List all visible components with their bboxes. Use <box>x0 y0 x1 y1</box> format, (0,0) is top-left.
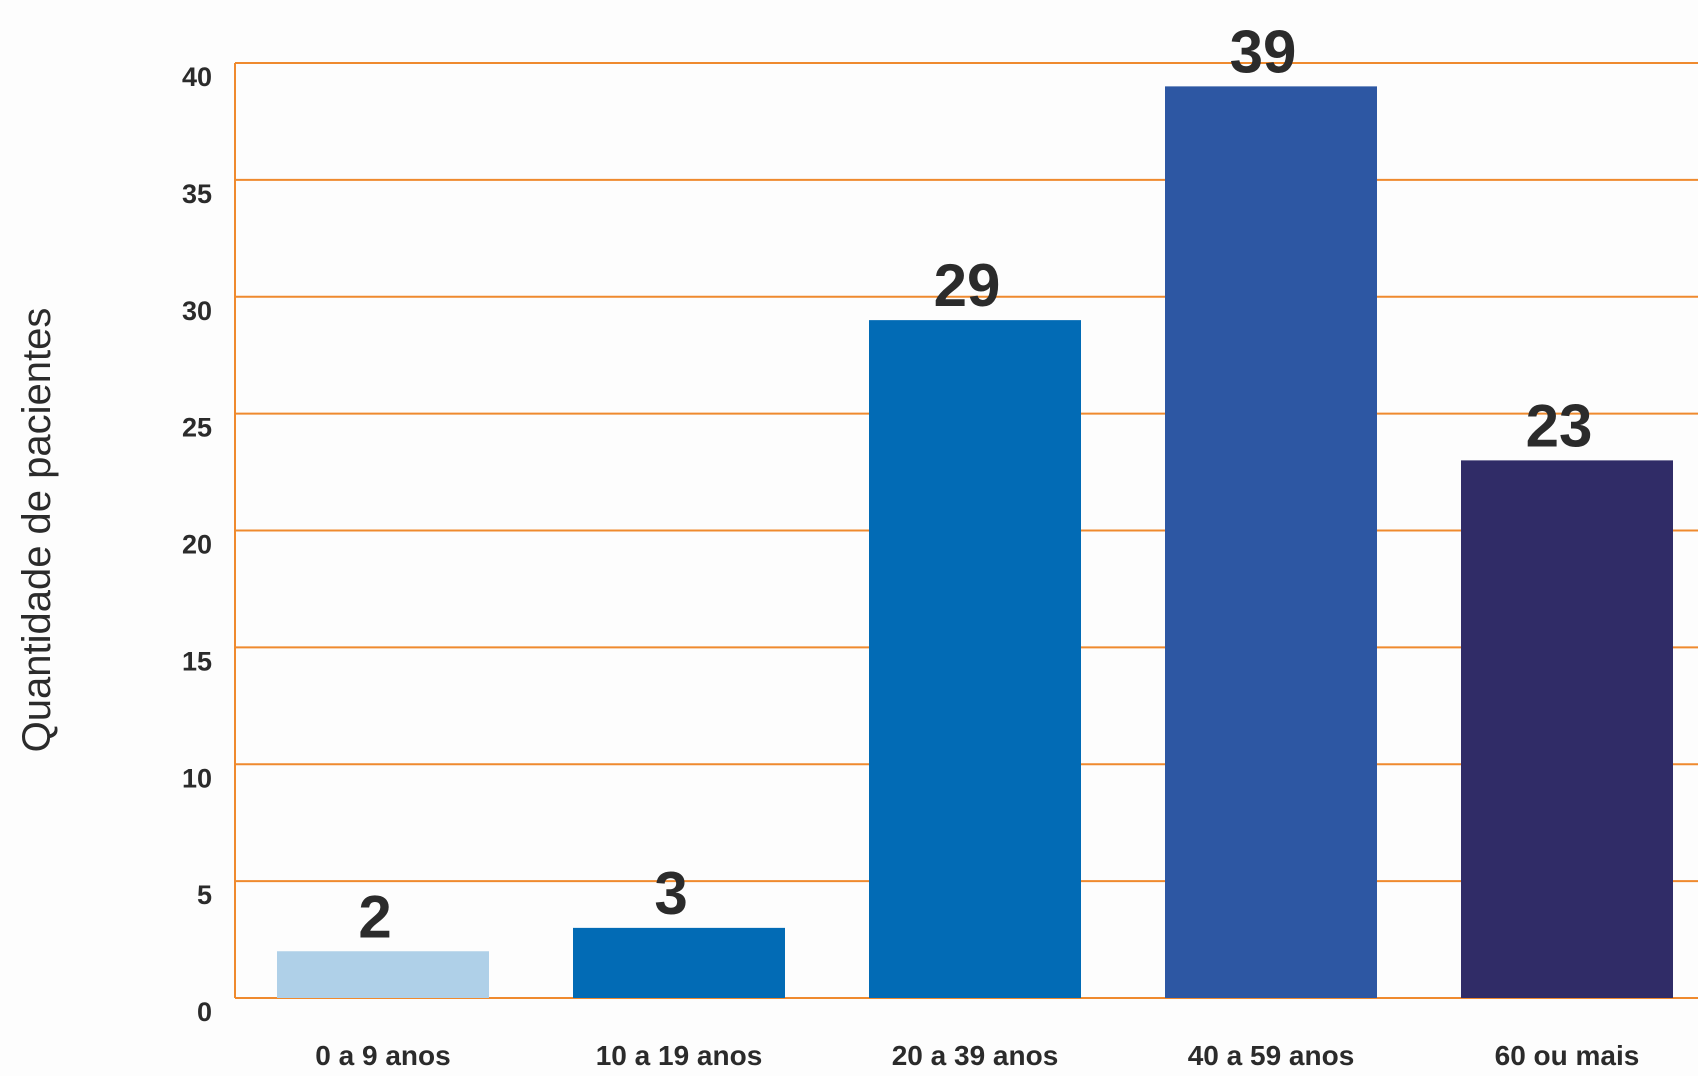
bar <box>869 320 1081 998</box>
bar-value-label: 23 <box>1526 392 1593 459</box>
bar-value-label: 29 <box>934 252 1001 319</box>
y-tick-label: 20 <box>182 530 212 560</box>
x-category-label: 10 a 19 anos <box>596 1040 763 1071</box>
bar-value-label: 3 <box>654 860 687 927</box>
bar-value-label: 2 <box>358 883 391 950</box>
x-category-label: 20 a 39 anos <box>892 1040 1059 1071</box>
x-category-label: 60 ou mais <box>1495 1040 1640 1071</box>
y-tick-label: 40 <box>182 62 212 92</box>
bar-value-label: 39 <box>1230 18 1297 85</box>
bar <box>573 927 785 998</box>
y-tick-label: 30 <box>182 296 212 326</box>
y-tick-label: 0 <box>197 997 212 1027</box>
y-axis-title: Quantidade de pacientes <box>15 308 59 753</box>
y-axis-ticks: 0 5 10 15 20 25 30 35 40 <box>182 62 212 1027</box>
y-tick-label: 10 <box>182 763 212 793</box>
bars <box>277 86 1673 998</box>
x-category-label: 0 a 9 anos <box>315 1040 450 1071</box>
bar <box>1165 86 1377 998</box>
bar <box>277 951 489 998</box>
y-tick-label: 5 <box>197 880 212 910</box>
y-tick-label: 35 <box>182 179 212 209</box>
x-axis-categories: 0 a 9 anos 10 a 19 anos 20 a 39 anos 40 a 5… <box>315 1040 1639 1071</box>
x-category-label: 40 a 59 anos <box>1188 1040 1355 1071</box>
y-tick-label: 25 <box>182 413 212 443</box>
bar <box>1461 460 1673 998</box>
y-tick-label: 15 <box>182 646 212 676</box>
